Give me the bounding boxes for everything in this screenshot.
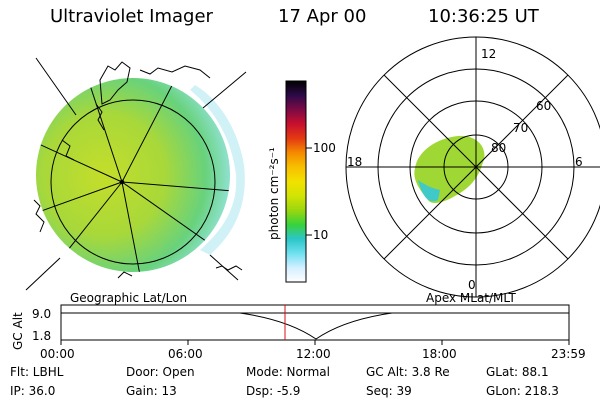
polar-plot: 12 18 6 0 60 70 80 [345, 36, 600, 298]
colorbar: 100 10 photon cm⁻²s⁻¹ [267, 80, 336, 283]
colorbar-scale [285, 80, 307, 283]
lat-label-80: 80 [491, 141, 506, 155]
mlt-label-0: 0 [468, 278, 476, 292]
coastlines [33, 61, 243, 279]
mlt-label-6: 6 [575, 155, 583, 169]
auroral-oval-edge [418, 180, 440, 202]
status-panel: Flt: LBHL IP: 36.0 Door: Open Gain: 13 M… [10, 365, 559, 398]
timeline-x-tick-0600: 06:00 [168, 347, 203, 361]
colorbar-tick-label-100: 100 [313, 141, 336, 155]
timeline-x-tick-1200: 12:00 [296, 347, 331, 361]
colorbar-tick-label-10: 10 [313, 228, 328, 242]
observation-time: 10:36:25 UT [428, 6, 539, 27]
app-title: Ultraviolet Imager [50, 6, 213, 27]
lat-label-70: 70 [513, 121, 528, 135]
status-filter: Flt: LBHL [10, 365, 64, 379]
status-mode: Mode: Normal [246, 365, 330, 379]
earth-disk [36, 78, 230, 272]
status-gain: Gain: 13 [126, 384, 177, 398]
status-gc-alt: GC Alt: 3.8 Re [366, 365, 450, 379]
observation-date: 17 Apr 00 [278, 6, 367, 27]
status-dsp: Dsp: -5.9 [246, 384, 300, 398]
altitude-timeline: GC Alt 9.0 1.8 00:00 06:00 12:00 18:00 2… [11, 304, 586, 361]
earth-view [25, 57, 247, 291]
auroral-oval [414, 135, 485, 203]
colorbar-unit-label: photon cm⁻²s⁻¹ [267, 147, 281, 240]
timeline-x-tick-1800: 18:00 [422, 347, 457, 361]
altitude-curve [61, 312, 569, 340]
timeline-y-tick-9: 9.0 [32, 307, 51, 321]
status-glon: GLon: 218.3 [486, 384, 559, 398]
mlt-label-18: 18 [347, 155, 362, 169]
timeline-y-tick-1-8: 1.8 [32, 329, 51, 343]
timeline-x-tick-2359: 23:59 [551, 347, 586, 361]
lat-label-60: 60 [536, 99, 551, 113]
polar-plot-label: Apex MLat/MLT [426, 291, 516, 305]
timeline-y-label: GC Alt [11, 312, 25, 350]
polar-grid [345, 36, 600, 298]
status-ip: IP: 36.0 [10, 384, 55, 398]
timeline-frame [60, 304, 570, 341]
earth-limb-glow [190, 85, 245, 255]
status-door: Door: Open [126, 365, 195, 379]
timeline-ticks [60, 340, 570, 345]
status-glat: GLat: 88.1 [486, 365, 549, 379]
earth-view-label: Geographic Lat/Lon [70, 291, 187, 305]
status-seq: Seq: 39 [366, 384, 412, 398]
mlt-label-12: 12 [481, 47, 496, 61]
timeline-x-tick-0000: 00:00 [40, 347, 75, 361]
